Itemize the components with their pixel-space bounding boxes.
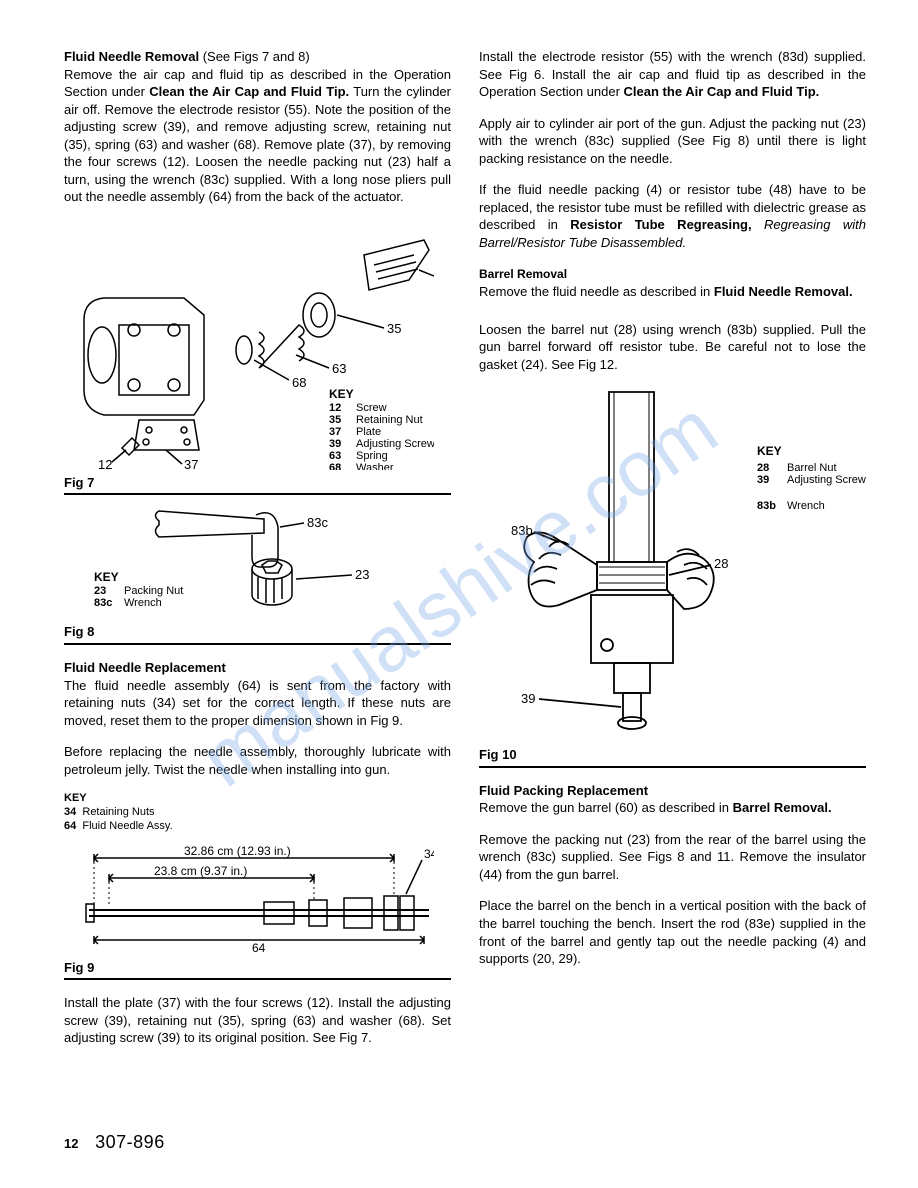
fnr-heading: Fluid Needle Removal [64, 49, 199, 64]
left-column: Fluid Needle Removal (See Figs 7 and 8) … [64, 48, 451, 1061]
svg-text:83cWrench: 83cWrench [94, 597, 162, 609]
fig9-callout-34: 34 [424, 847, 434, 861]
fig8-label: Fig 8 [64, 623, 451, 645]
svg-text:68Washer: 68Washer [329, 462, 394, 470]
fnrep-text: The fluid needle assembly (64) is sent f… [64, 678, 451, 728]
fig9-label: Fig 9 [64, 959, 451, 981]
fig8-callout-23: 23 [355, 567, 369, 582]
fig8-callout-83c: 83c [307, 515, 328, 530]
document-number: 307-896 [95, 1132, 165, 1152]
install-electrode-para: Install the electrode resistor (55) with… [479, 48, 866, 101]
fig10-callout-28: 28 [714, 556, 728, 571]
fig10-diagram: 83b 28 39 KEY 28Barrel Nut 39Adjusting S… [479, 387, 879, 742]
page-content: Fluid Needle Removal (See Figs 7 and 8) … [0, 0, 918, 1081]
fig7-label: Fig 7 [64, 474, 451, 496]
svg-text:39Adjusting Screw: 39Adjusting Screw [329, 438, 434, 450]
fpr-heading: Fluid Packing Replacement [479, 783, 648, 798]
fnrep-para2: Before replacing the needle assembly, th… [64, 743, 451, 778]
fig10-callout-83b: 83b [511, 523, 533, 538]
barrel-removal-para: Barrel Removal Remove the fluid needle a… [479, 265, 866, 300]
svg-text:35Retaining Nut: 35Retaining Nut [329, 414, 423, 426]
fig10-callout-39: 39 [521, 691, 535, 706]
fig8-key-title: KEY [94, 570, 119, 584]
fpr-para3: Place the barrel on the bench in a verti… [479, 897, 866, 967]
fig7-key-title: KEY [329, 387, 354, 401]
resistor-tube-para: If the fluid needle packing (4) or resis… [479, 181, 866, 251]
fig9-callout-64: 64 [252, 941, 266, 955]
loosen-barrel-para: Loosen the barrel nut (28) using wrench … [479, 321, 866, 374]
svg-text:63Spring: 63Spring [329, 450, 388, 462]
svg-text:12Screw: 12Screw [329, 402, 387, 414]
fig7-callout-37: 37 [184, 457, 198, 470]
fig7-callout-12: 12 [98, 457, 112, 470]
svg-text:83bWrench: 83bWrench [757, 500, 825, 512]
svg-text:39Adjusting Screw: 39Adjusting Screw [757, 474, 866, 486]
fig7-diagram: 39 35 63 68 12 37 KEY 12Screw 35Retainin… [64, 220, 434, 470]
fpr-b: Barrel Removal. [733, 800, 832, 815]
fig7-callout-63: 63 [332, 361, 346, 376]
fig10-label: Fig 10 [479, 746, 866, 768]
page-number: 12 [64, 1136, 78, 1151]
install-plate-para: Install the plate (37) with the four scr… [64, 994, 451, 1047]
apply-air-para: Apply air to cylinder air port of the gu… [479, 115, 866, 168]
fig9-dim1: 32.86 cm (12.93 in.) [184, 844, 291, 858]
fig7-callout-35: 35 [387, 321, 401, 336]
br-b: Fluid Needle Removal. [714, 284, 853, 299]
fnr-text-b: Clean the Air Cap and Fluid Tip. [149, 84, 349, 99]
right-column: Install the electrode resistor (55) with… [479, 48, 866, 1061]
fpr-para2: Remove the packing nut (23) from the rea… [479, 831, 866, 884]
fig8-diagram: 83c 23 KEY 23Packing Nut 83cWrench [64, 509, 434, 619]
svg-text:37Plate: 37Plate [329, 426, 381, 438]
fig9-diagram: 32.86 cm (12.93 in.) 23.8 cm (9.37 in.) … [64, 840, 434, 955]
rt-b: Resistor Tube Regreasing, [570, 217, 751, 232]
page-footer: 12 307-896 [64, 1130, 165, 1154]
fig9-key: KEY 34 Retaining Nuts 64 Fluid Needle As… [64, 792, 451, 833]
ie-b: Clean the Air Cap and Fluid Tip. [624, 84, 820, 99]
fig7-callout-68: 68 [292, 375, 306, 390]
fnr-heading-suffix: (See Figs 7 and 8) [199, 49, 310, 64]
fig10-key-title: KEY [757, 444, 782, 458]
svg-text:23Packing Nut: 23Packing Nut [94, 585, 183, 597]
fpr-para1: Fluid Packing Replacement Remove the gun… [479, 782, 866, 817]
fig9-key-title: KEY [64, 792, 451, 806]
fig9-dim2: 23.8 cm (9.37 in.) [154, 864, 247, 878]
fnr-text-c: Turn the cylinder air off. Remove the el… [64, 84, 451, 204]
br-a: Remove the fluid needle as described in [479, 284, 714, 299]
fnrep-heading: Fluid Needle Replacement [64, 660, 226, 675]
svg-text:28Barrel Nut: 28Barrel Nut [757, 462, 837, 474]
fnrep-para1: Fluid Needle Replacement The fluid needl… [64, 659, 451, 729]
barrel-removal-heading: Barrel Removal [479, 267, 567, 281]
fluid-needle-removal-para: Fluid Needle Removal (See Figs 7 and 8) … [64, 48, 451, 206]
fpr-a: Remove the gun barrel (60) as described … [479, 800, 733, 815]
